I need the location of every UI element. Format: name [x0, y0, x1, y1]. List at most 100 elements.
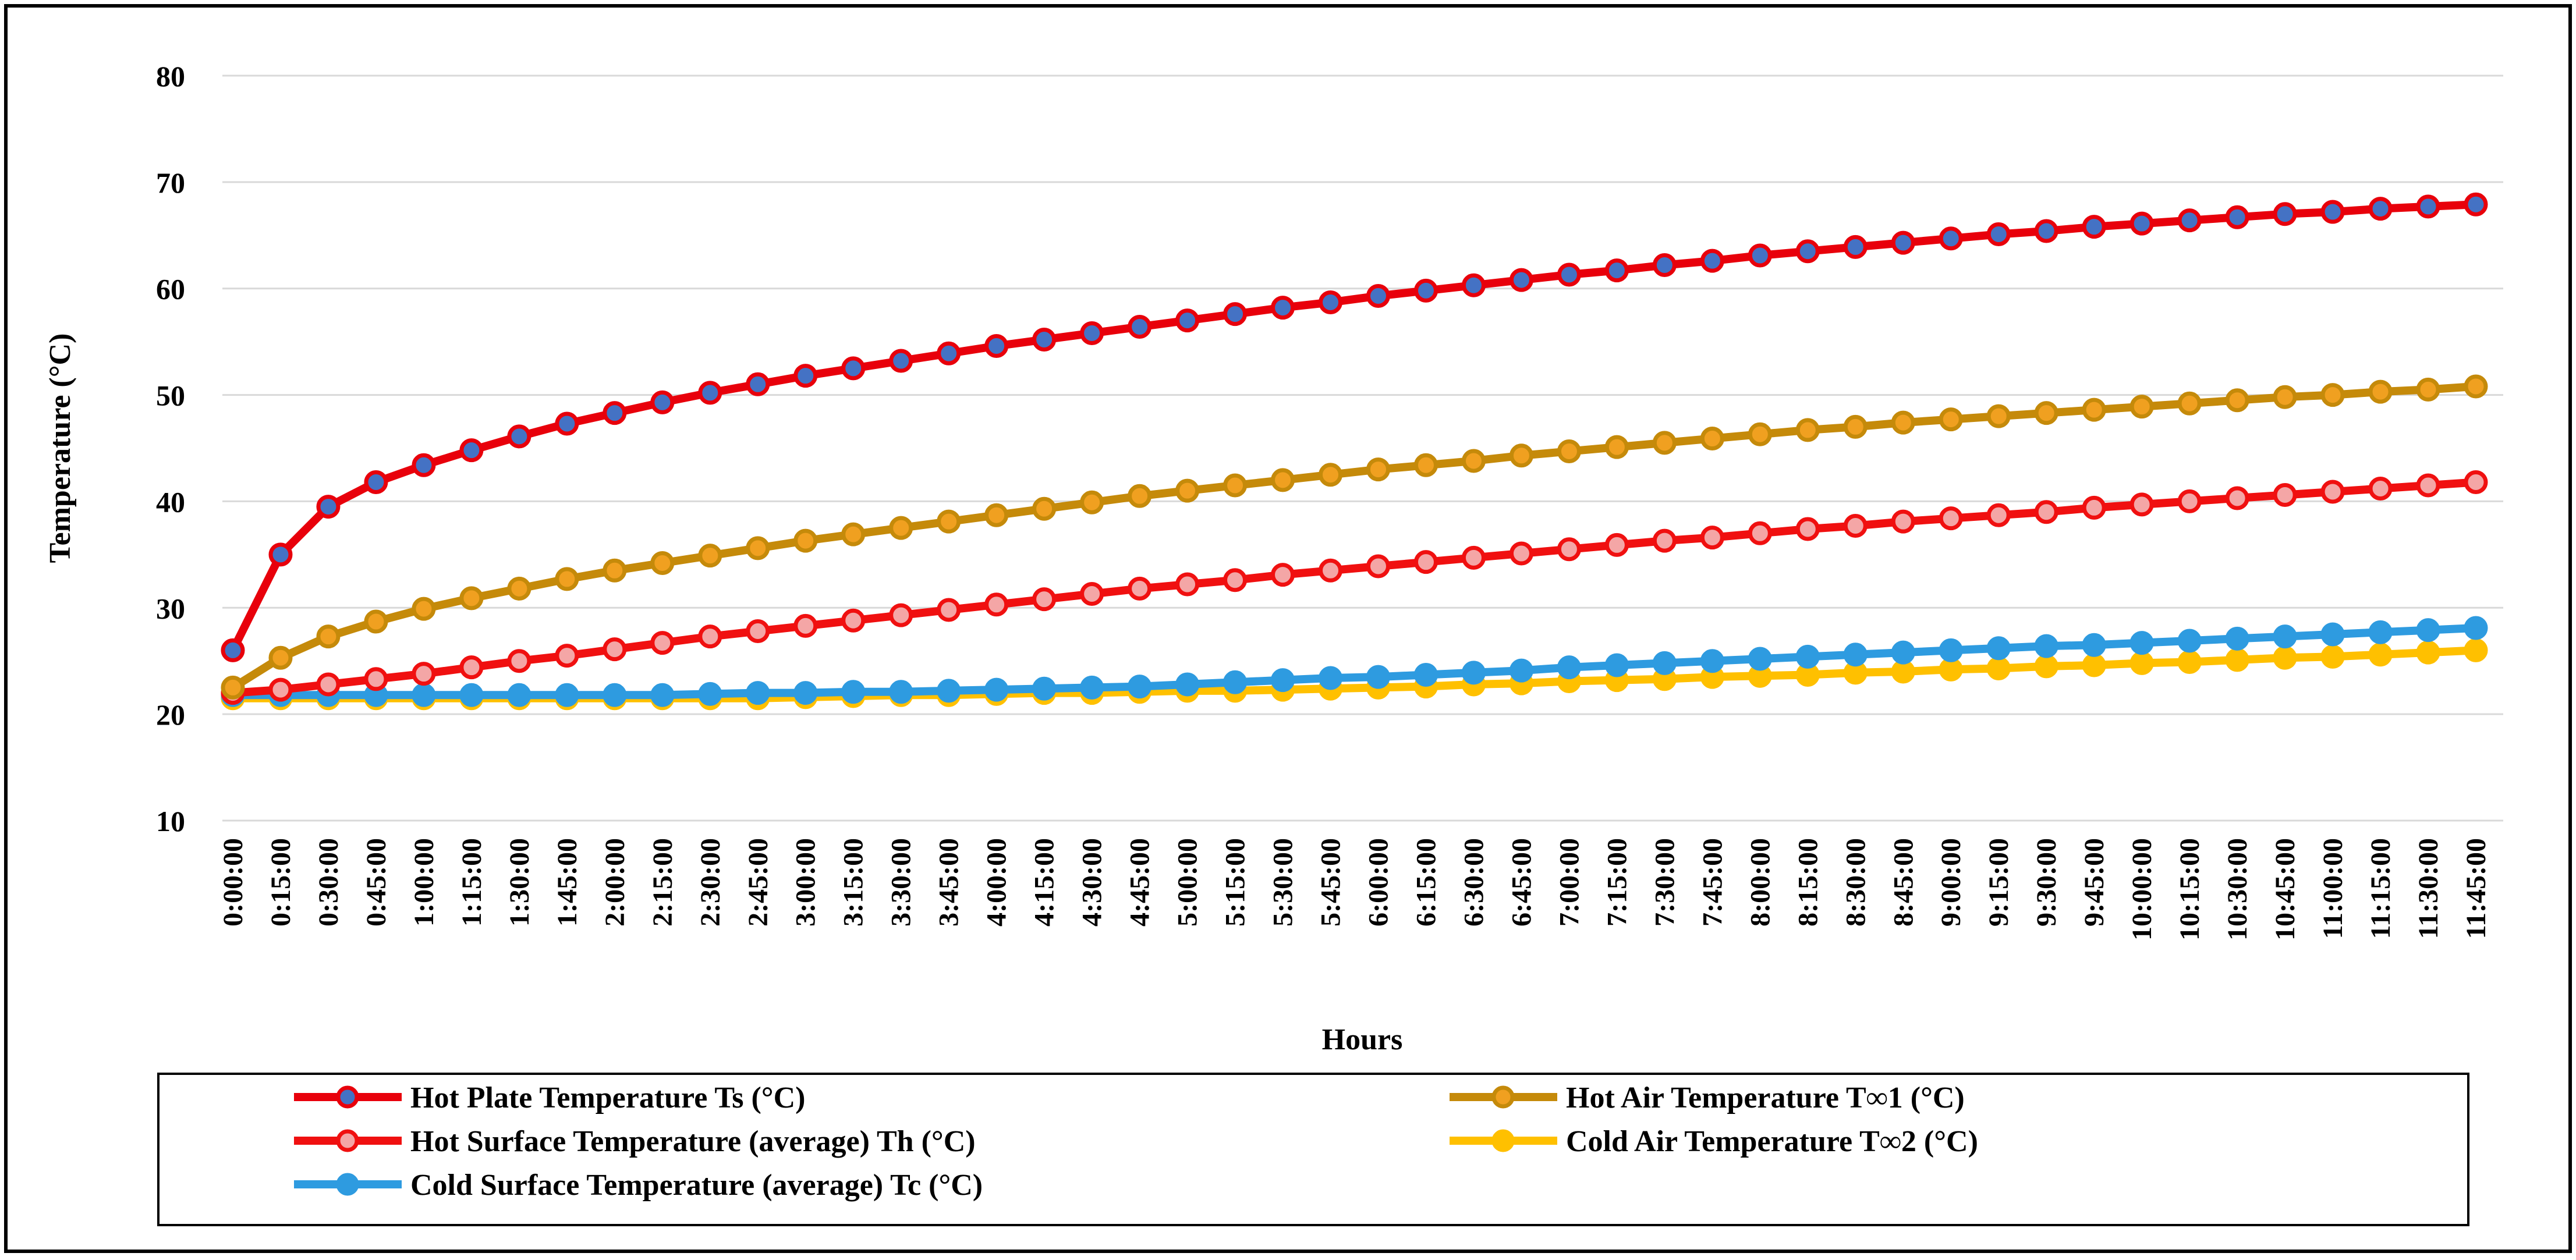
data-point: [1082, 677, 1102, 697]
data-point: [1178, 675, 1197, 694]
data-point: [1941, 410, 1961, 430]
data-point: [748, 538, 768, 558]
data-point: [2036, 502, 2056, 522]
x-tick-label: 10:45:00: [2270, 838, 2301, 940]
data-point: [2227, 391, 2247, 410]
chart-svg: 1020304050607080 0:00:00 0:15:00 0:30:00 0:…: [0, 0, 2576, 1257]
data-point: [1464, 548, 1483, 567]
data-point: [2371, 199, 2390, 219]
data-point: [1607, 261, 1627, 281]
data-point: [1989, 659, 2008, 679]
data-point: [1750, 649, 1770, 669]
data-point: [844, 611, 863, 630]
data-point: [462, 685, 481, 705]
x-tick-label: 6:00:00: [1363, 838, 1394, 927]
data-point: [748, 374, 768, 394]
data-point: [271, 545, 290, 565]
data-point: [1845, 237, 1865, 257]
x-tick-label: 2:45:00: [743, 838, 774, 927]
data-point: [1034, 590, 1054, 609]
data-point: [1798, 647, 1817, 666]
data-point: [1941, 640, 1961, 660]
data-point: [1368, 460, 1388, 480]
data-point: [509, 578, 529, 598]
data-point: [1273, 470, 1293, 490]
x-tick-label: 5:00:00: [1172, 838, 1203, 927]
data-point: [1941, 229, 1961, 249]
data-point: [939, 681, 959, 701]
x-tick-label: 7:00:00: [1554, 838, 1585, 927]
data-point: [1034, 679, 1054, 698]
data-point: [414, 664, 434, 684]
x-tick-label: 3:15:00: [838, 838, 869, 927]
data-point: [2371, 478, 2390, 498]
data-point: [605, 685, 625, 705]
data-point: [2180, 393, 2199, 413]
data-point: [1130, 578, 1150, 598]
data-point: [2275, 627, 2295, 647]
x-tick-label: 1:30:00: [504, 838, 535, 927]
data-point: [653, 685, 672, 705]
y-tick-label: 30: [156, 592, 185, 624]
x-tick-label: 0:15:00: [265, 838, 296, 927]
data-point: [223, 677, 243, 697]
y-tick-label: 50: [156, 379, 185, 412]
data-point: [796, 683, 816, 703]
x-tick-label: 5:15:00: [1220, 838, 1251, 927]
data-point: [700, 546, 720, 566]
data-point: [748, 683, 768, 703]
data-point: [1750, 523, 1770, 543]
data-point: [1225, 475, 1245, 495]
data-point: [1845, 645, 1865, 665]
x-tick-label: 10:15:00: [2174, 838, 2205, 940]
data-point: [462, 588, 481, 608]
data-point: [2323, 647, 2343, 666]
x-tick-label: 5:45:00: [1316, 838, 1347, 927]
data-point: [1845, 516, 1865, 535]
data-point: [2466, 618, 2486, 638]
x-tick-label: 0:45:00: [361, 838, 392, 927]
data-point: [1893, 413, 1913, 432]
data-point: [1654, 531, 1674, 551]
data-point: [1464, 451, 1483, 471]
data-point: [1321, 560, 1341, 580]
data-point: [1225, 672, 1245, 692]
data-point: [271, 648, 290, 668]
x-tick-label: 11:00:00: [2318, 838, 2348, 939]
x-tick-label: 2:00:00: [600, 838, 630, 927]
data-point: [2418, 197, 2438, 216]
data-point: [2418, 379, 2438, 399]
x-tick-label: 3:30:00: [886, 838, 917, 927]
x-tick-label: 8:45:00: [1888, 838, 1919, 927]
data-point: [414, 599, 434, 619]
legend-swatch-marker: [1494, 1131, 1512, 1150]
data-point: [605, 640, 625, 659]
data-point: [1178, 311, 1197, 331]
x-tick-label: 1:45:00: [552, 838, 583, 927]
data-point: [1273, 670, 1293, 690]
data-point: [2132, 397, 2152, 417]
data-point: [653, 392, 672, 412]
data-point: [2323, 624, 2343, 644]
data-point: [605, 560, 625, 580]
data-point: [1702, 429, 1722, 449]
data-point: [462, 441, 481, 460]
data-point: [1559, 265, 1579, 285]
data-point: [2132, 653, 2152, 673]
x-tick-label: 2:15:00: [647, 838, 678, 927]
data-point: [1893, 662, 1913, 682]
data-point: [700, 627, 720, 647]
data-point: [1273, 298, 1293, 318]
x-tick-label: 7:30:00: [1649, 838, 1680, 927]
data-point: [1941, 659, 1961, 679]
data-point: [2180, 652, 2199, 672]
data-point: [2371, 645, 2390, 665]
data-point: [2132, 633, 2152, 653]
data-point: [1321, 465, 1341, 485]
data-point: [2084, 498, 2104, 517]
data-point: [987, 336, 1007, 356]
y-tick-label: 40: [156, 485, 185, 518]
data-point: [2418, 620, 2438, 640]
x-tick-label: 6:45:00: [1506, 838, 1537, 927]
data-point: [2084, 400, 2104, 420]
